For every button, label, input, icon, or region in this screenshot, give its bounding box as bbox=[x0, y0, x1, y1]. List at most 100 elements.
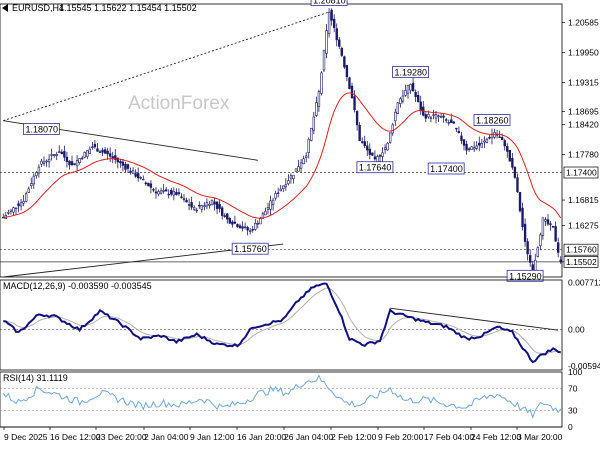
candle-body bbox=[338, 39, 341, 47]
candle-body bbox=[131, 170, 135, 175]
candle-body bbox=[27, 188, 30, 193]
candle-body bbox=[192, 207, 196, 210]
candle-body bbox=[480, 142, 484, 148]
macd-line bbox=[3, 282, 561, 364]
candle-body bbox=[304, 155, 308, 158]
candle-body bbox=[460, 135, 463, 141]
candle-body bbox=[22, 201, 25, 204]
candle-body bbox=[299, 162, 303, 169]
candle-body bbox=[394, 111, 397, 122]
candle-body bbox=[170, 189, 173, 195]
rsi-scale-label: 30 bbox=[568, 406, 578, 416]
price-annotation-box bbox=[427, 162, 465, 175]
candle-body bbox=[106, 150, 109, 155]
candle-body bbox=[541, 217, 545, 236]
candle-body bbox=[147, 182, 150, 187]
price-tick-label: 1.18695 bbox=[568, 107, 599, 117]
candle-body bbox=[378, 155, 382, 157]
candle-body bbox=[124, 163, 127, 170]
candle-body bbox=[391, 124, 394, 134]
price-annotation: 1.17400 bbox=[430, 164, 463, 174]
candle-body bbox=[70, 161, 74, 165]
candle-body bbox=[551, 225, 555, 228]
candle-body bbox=[205, 202, 209, 207]
price-annotation: 1.17640 bbox=[359, 163, 392, 173]
candle-body bbox=[52, 154, 56, 156]
price-annotation: 1.15760 bbox=[234, 244, 267, 254]
candle-body bbox=[419, 101, 422, 111]
candle-body bbox=[58, 151, 61, 153]
candle-body bbox=[164, 189, 168, 192]
rsi-line bbox=[2, 374, 562, 420]
candle-body bbox=[556, 242, 560, 253]
candle-body bbox=[297, 166, 300, 172]
candle-body bbox=[63, 151, 66, 158]
price-level-tag bbox=[563, 255, 599, 268]
price-annotation: 1.18260 bbox=[476, 116, 509, 126]
candle-body bbox=[68, 160, 71, 166]
price-annotation-box bbox=[356, 161, 394, 174]
candle-body bbox=[271, 199, 275, 205]
price-annotation: 1.19280 bbox=[395, 68, 428, 78]
candle-body bbox=[409, 84, 412, 91]
candle-body bbox=[236, 224, 239, 228]
macd-trend-line bbox=[390, 307, 559, 331]
price-tick-label: 1.19950 bbox=[568, 47, 599, 57]
candle-body bbox=[157, 191, 160, 195]
candle-body bbox=[32, 175, 36, 185]
candle-body bbox=[231, 221, 234, 225]
candle-body bbox=[210, 199, 214, 206]
candle-body bbox=[126, 164, 130, 169]
candle-body bbox=[246, 227, 249, 231]
candle-body bbox=[152, 189, 155, 191]
macd-signal-line bbox=[3, 287, 561, 355]
candle-body bbox=[373, 156, 377, 160]
price-level-tag bbox=[563, 243, 599, 256]
candle-body bbox=[139, 177, 142, 179]
candle-body bbox=[136, 173, 140, 179]
candle-body bbox=[190, 202, 193, 208]
candle-body bbox=[75, 160, 79, 167]
candle-body bbox=[114, 155, 117, 160]
collapse-arrow-icon[interactable] bbox=[2, 4, 8, 12]
time-tick-label: 2 Feb 12:00 bbox=[331, 432, 377, 442]
moving-average-line bbox=[3, 92, 562, 219]
candle-body bbox=[386, 142, 389, 151]
price-level-tag-label: 1.17400 bbox=[566, 168, 597, 178]
candle-body bbox=[218, 203, 221, 209]
candle-body bbox=[399, 98, 402, 105]
candle-body bbox=[12, 207, 15, 213]
price-annotation-box bbox=[231, 242, 269, 255]
candle-body bbox=[414, 91, 417, 98]
candle-body bbox=[388, 132, 392, 143]
candle-body bbox=[185, 199, 188, 203]
time-tick-label: 16 Jan 20:00 bbox=[237, 432, 286, 442]
candle-body bbox=[457, 131, 461, 134]
candle-body bbox=[7, 212, 10, 214]
candle-body bbox=[86, 150, 89, 157]
candle-body bbox=[121, 161, 125, 166]
candle-body bbox=[450, 119, 453, 124]
candle-body bbox=[238, 225, 242, 229]
macd-pane: MACD(12,26,9) -0.003590 -0.003545 0.00771… bbox=[0, 277, 600, 371]
macd-scale-label: 0.00 bbox=[568, 325, 585, 335]
price-pane-border bbox=[0, 3, 563, 278]
candle-body bbox=[506, 146, 509, 152]
candle-body bbox=[187, 204, 191, 206]
candle-body bbox=[220, 207, 224, 216]
candle-body bbox=[134, 173, 137, 177]
candle-body bbox=[498, 136, 501, 138]
candle-body bbox=[182, 198, 186, 200]
candle-body bbox=[427, 114, 430, 118]
candle-body bbox=[19, 202, 23, 207]
price-tick-label: 1.19315 bbox=[568, 77, 599, 87]
candle-body bbox=[40, 160, 43, 165]
candle-body bbox=[470, 146, 473, 150]
candle-body bbox=[404, 90, 407, 96]
candle-body bbox=[513, 167, 517, 178]
candle-body bbox=[208, 204, 211, 206]
candle-body bbox=[149, 183, 153, 188]
candle-body bbox=[91, 146, 94, 148]
